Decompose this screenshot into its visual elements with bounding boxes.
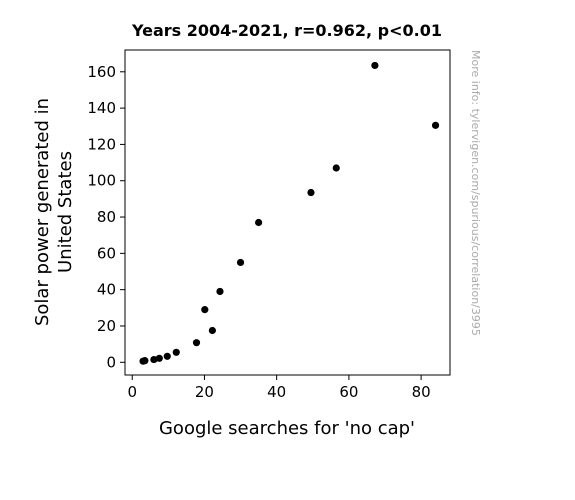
data-point (155, 354, 163, 362)
data-point (216, 287, 224, 296)
data-point (332, 164, 340, 172)
y-tick-label: 0 (106, 353, 116, 371)
data-point (236, 258, 245, 267)
data-point (141, 357, 149, 365)
x-tick-label: 40 (267, 383, 286, 401)
data-point (201, 306, 209, 314)
data-point (192, 339, 201, 347)
y-tick-label: 60 (97, 244, 116, 262)
data-point (208, 326, 216, 335)
y-axis-label-line-1: Solar power generated in (32, 98, 53, 326)
y-tick-label: 140 (87, 99, 116, 117)
y-axis-label-line-2: United States (55, 151, 76, 273)
y-tick-label: 120 (87, 135, 116, 153)
y-tick-label: 160 (87, 63, 116, 81)
x-axis-ticks: 0 20 40 60 80 (127, 375, 431, 401)
data-points (139, 61, 440, 365)
data-point (172, 348, 180, 356)
watermark-text: More info: tylervigen.com/spurious/corre… (469, 50, 482, 336)
data-point (431, 121, 440, 129)
data-point (150, 355, 158, 364)
chart-title: Years 2004-2021, r=0.962, p<0.01 (131, 21, 442, 40)
x-tick-label: 60 (339, 383, 358, 401)
y-tick-label: 20 (97, 317, 116, 335)
x-axis-label: Google searches for 'no cap' (159, 418, 415, 439)
y-tick-label: 40 (97, 281, 116, 299)
data-point (163, 352, 171, 360)
y-axis-label: Solar power generated in United States (32, 98, 76, 326)
data-point (371, 61, 379, 70)
plot-area-frame (124, 49, 451, 376)
x-tick-label: 0 (127, 383, 137, 401)
y-tick-label: 80 (97, 208, 116, 226)
y-axis-ticks: 0 20 40 60 80 100 120 140 160 (87, 63, 125, 371)
data-point (255, 218, 263, 227)
x-tick-label: 20 (195, 383, 214, 401)
y-tick-label: 100 (87, 172, 116, 190)
x-tick-label: 80 (412, 383, 431, 401)
data-point (307, 188, 315, 197)
